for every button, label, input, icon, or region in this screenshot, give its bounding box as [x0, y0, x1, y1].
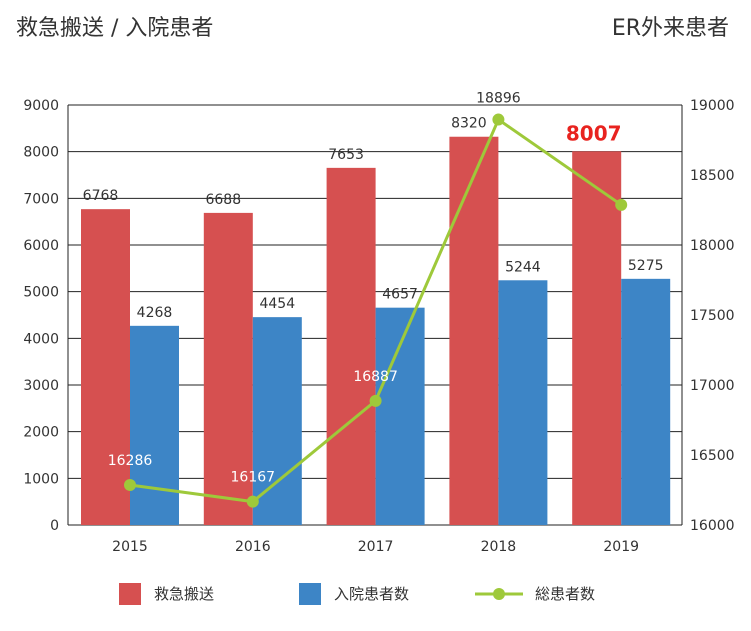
- line-point-total-patients: [492, 113, 505, 126]
- data-label-total-patients: 18896: [476, 91, 521, 107]
- legend-label-total-patients: 総患者数: [535, 585, 595, 603]
- line-point-total-patients: [615, 198, 628, 211]
- data-label-inpatient: 4268: [137, 305, 173, 321]
- legend-label-emergency: 救急搬送: [154, 585, 214, 603]
- legend-label-inpatient: 入院患者数: [334, 585, 409, 603]
- y-right-tick-label: 17500: [690, 308, 735, 324]
- line-point-total-patients: [369, 394, 382, 407]
- y-right-tick-label: 19000: [690, 98, 735, 114]
- x-tick-label: 2018: [481, 539, 517, 555]
- bar-emergency: [449, 136, 499, 525]
- bar-emergency: [326, 167, 376, 526]
- left-axis-title: 救急搬送 / 入院患者: [16, 16, 214, 41]
- x-tick-label: 2015: [112, 539, 148, 555]
- y-right-tick-label: 18000: [690, 238, 735, 254]
- y-left-tick-label: 6000: [23, 238, 59, 254]
- bar-inpatient: [375, 307, 425, 525]
- bar-emergency: [81, 209, 130, 525]
- legend-marker-total-patients: [493, 588, 505, 600]
- data-label-inpatient: 4454: [259, 296, 295, 312]
- bar-inpatient: [252, 317, 302, 525]
- data-label-inpatient: 5275: [628, 258, 664, 274]
- y-left-tick-label: 4000: [23, 331, 59, 347]
- y-left-tick-label: 2000: [23, 425, 59, 441]
- y-right-tick-label: 16000: [690, 518, 735, 534]
- legend-swatch-emergency: [119, 583, 141, 605]
- right-axis-title: ER外来患者: [611, 16, 729, 41]
- bar-emergency: [572, 151, 622, 525]
- x-tick-label: 2017: [358, 539, 394, 555]
- y-left-tick-label: 1000: [23, 471, 59, 487]
- legend-swatch-inpatient: [299, 583, 321, 605]
- y-left-tick-label: 5000: [23, 285, 59, 301]
- data-label-inpatient: 4657: [382, 287, 418, 303]
- y-right-tick-label: 16500: [690, 448, 735, 464]
- data-label-emergency: 8320: [451, 116, 487, 132]
- y-left-tick-label: 0: [50, 518, 59, 534]
- bar-inpatient: [130, 325, 179, 525]
- data-label-emergency: 8007: [566, 121, 622, 145]
- y-left-tick-label: 8000: [23, 145, 59, 161]
- y-left-tick-label: 7000: [23, 191, 59, 207]
- data-label-emergency: 7653: [328, 147, 364, 163]
- data-label-total-patients: 18287: [621, 173, 666, 189]
- line-point-total-patients: [246, 495, 259, 508]
- data-label-total-patients: 16286: [108, 453, 153, 469]
- data-label-emergency: 6688: [205, 192, 241, 208]
- line-point-total-patients: [124, 478, 136, 491]
- y-left-tick-label: 9000: [23, 98, 59, 114]
- data-label-inpatient: 5244: [505, 259, 541, 275]
- bar-inpatient: [621, 278, 671, 525]
- bar-emergency: [203, 212, 253, 526]
- y-right-tick-label: 17000: [690, 378, 735, 394]
- x-tick-label: 2019: [603, 539, 639, 555]
- data-label-emergency: 6768: [83, 188, 119, 204]
- data-label-total-patients: 16887: [353, 369, 398, 385]
- data-label-total-patients: 16167: [231, 470, 276, 486]
- bar-inpatient: [498, 280, 548, 525]
- y-right-tick-label: 18500: [690, 168, 735, 184]
- y-left-tick-label: 3000: [23, 378, 59, 394]
- x-tick-label: 2016: [235, 539, 271, 555]
